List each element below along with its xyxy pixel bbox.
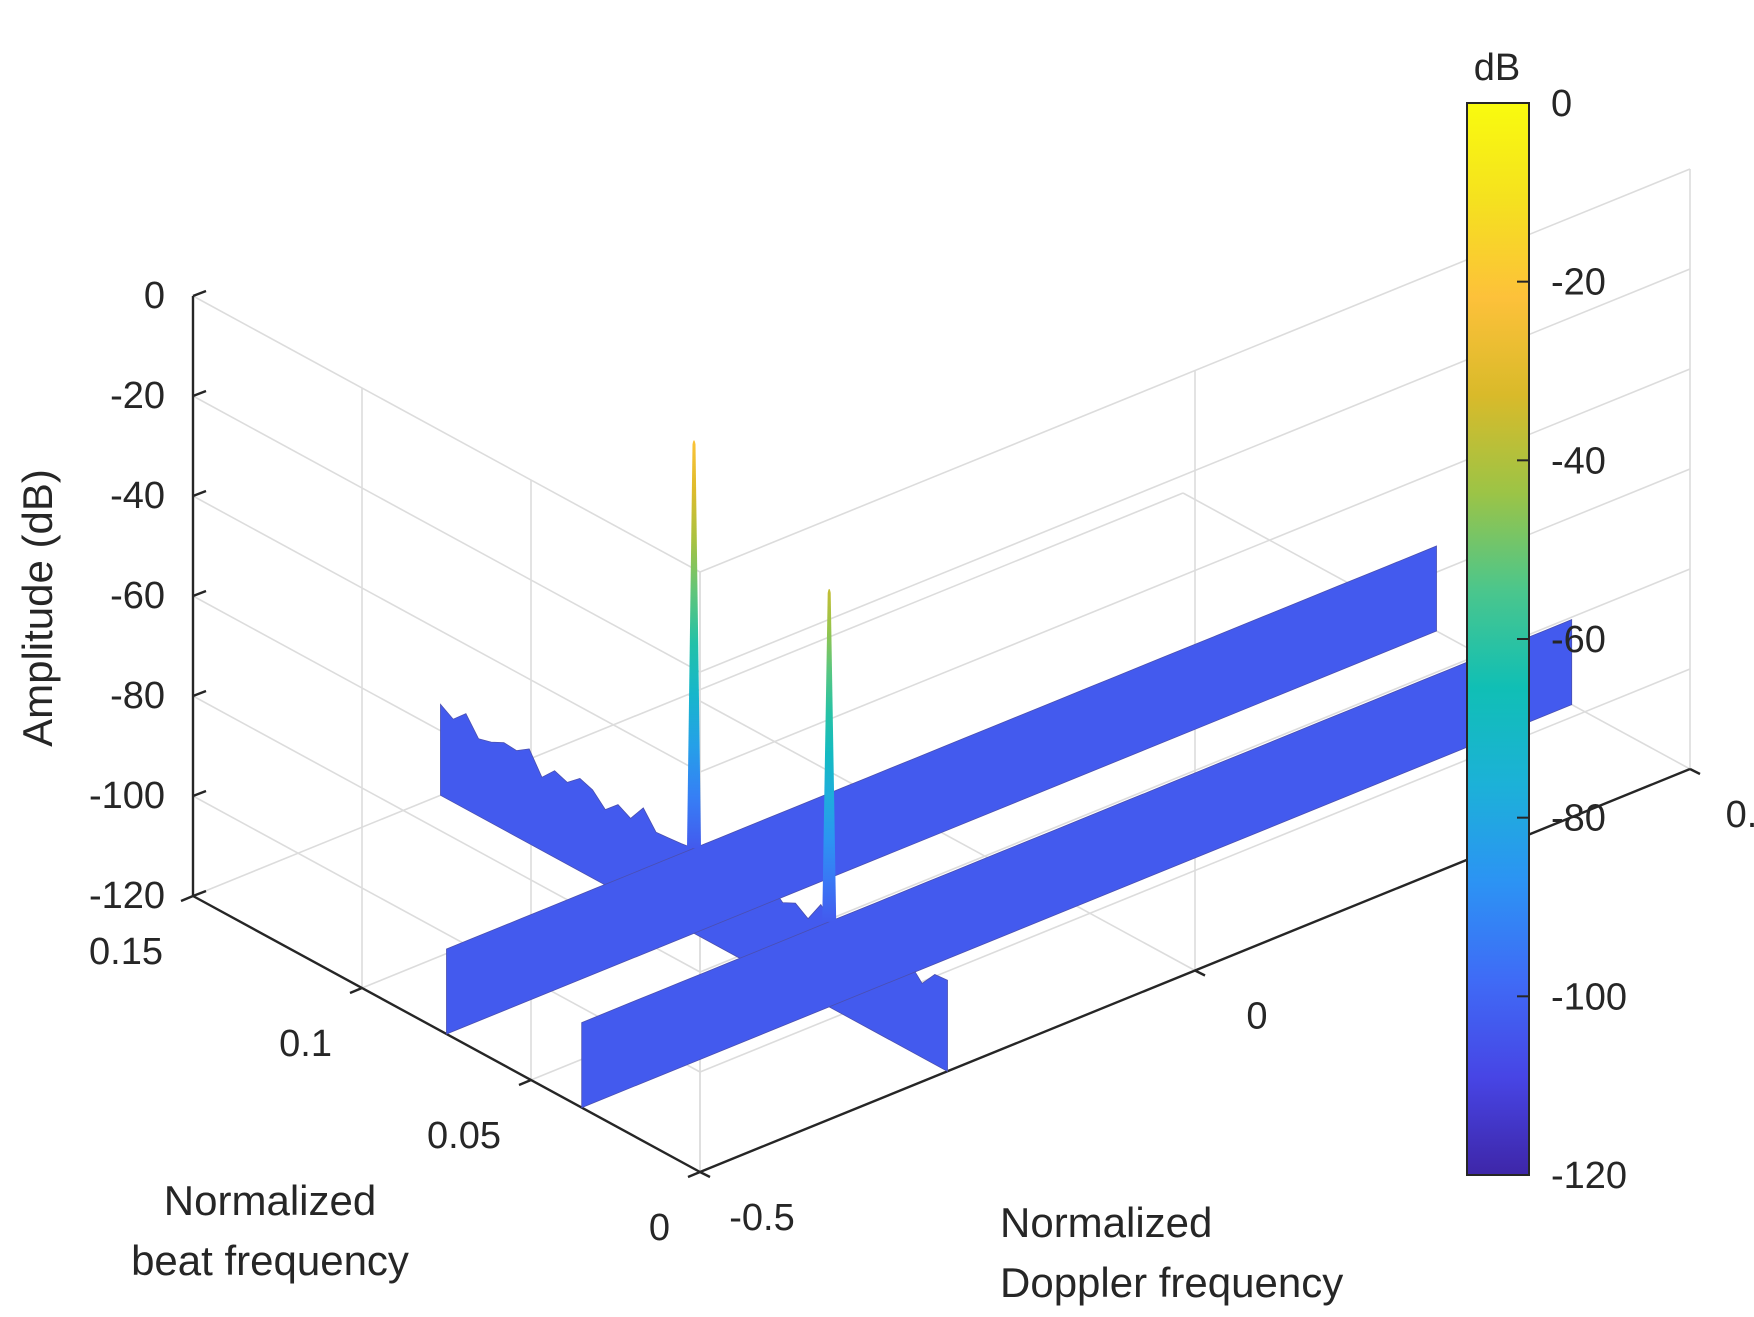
z-tick	[192, 889, 207, 898]
z-tick-label: 0	[144, 275, 165, 317]
peak	[687, 440, 701, 849]
x-tick	[349, 986, 363, 995]
grid-line	[192, 495, 701, 773]
z-tick	[192, 789, 207, 798]
colorbar: dB 0 -20 -40 -60 -80 -100 -120	[1466, 47, 1627, 1197]
z-tick	[192, 389, 207, 398]
y-tick-label: 0	[1246, 996, 1267, 1038]
doppler-slice	[581, 619, 1573, 1109]
doppler-slice	[446, 545, 1437, 1035]
z-tick-label: -60	[110, 575, 165, 617]
z-tick-label: -20	[110, 375, 165, 417]
x-tick-label: 0	[649, 1207, 670, 1249]
y-axis-title-line-2: Doppler frequency	[1000, 1259, 1343, 1306]
colorbar-tick-label: -80	[1551, 798, 1606, 840]
z-tick	[192, 289, 207, 298]
x-tick-label: 0.1	[279, 1023, 332, 1065]
z-tick	[192, 489, 207, 498]
colorbar-tick-label: -100	[1551, 976, 1627, 1018]
y-axis-title-line-1: Normalized	[1000, 1199, 1212, 1246]
x-tick	[518, 1078, 532, 1087]
peak	[822, 588, 837, 922]
colorbar-tick-label: -120	[1551, 1155, 1627, 1197]
colorbar-tick-label: 0	[1551, 83, 1572, 125]
z-tick	[192, 689, 207, 698]
x-axis-title-line-1: Normalized	[164, 1177, 376, 1224]
surface	[440, 440, 1573, 1109]
x-tick	[180, 894, 194, 903]
z-tick	[192, 589, 207, 598]
y-tick	[1194, 969, 1206, 977]
y-tick	[1689, 767, 1701, 776]
z-tick-label: -40	[110, 475, 165, 517]
colorbar-tick-label: -60	[1551, 619, 1606, 661]
colorbar-tick-label: -20	[1551, 262, 1606, 304]
z-axis-title: Amplitude (dB)	[14, 469, 61, 747]
grid-line	[192, 395, 701, 673]
x-axis-title-line-2: beat frequency	[131, 1237, 409, 1284]
y-tick	[699, 1170, 711, 1179]
y-tick-label: -0.5	[729, 1197, 794, 1239]
x-tick	[687, 1170, 701, 1179]
grid-line	[192, 295, 701, 573]
y-tick-label: 0.5	[1726, 794, 1754, 836]
colorbar-tick-label: -40	[1551, 440, 1606, 482]
x-tick-label: 0.05	[427, 1115, 501, 1157]
z-tick-label: -80	[110, 675, 165, 717]
tick-labels: -120 -100 -80 -60 -40 -20 0 0 0.05 0.1 0.15 -0.5 0 0.…	[89, 275, 1754, 1249]
z-tick-label: -100	[89, 775, 165, 817]
colorbar-title: dB	[1474, 47, 1520, 89]
z-tick-label: -120	[89, 875, 165, 917]
x-tick-label: 0.15	[89, 931, 163, 973]
